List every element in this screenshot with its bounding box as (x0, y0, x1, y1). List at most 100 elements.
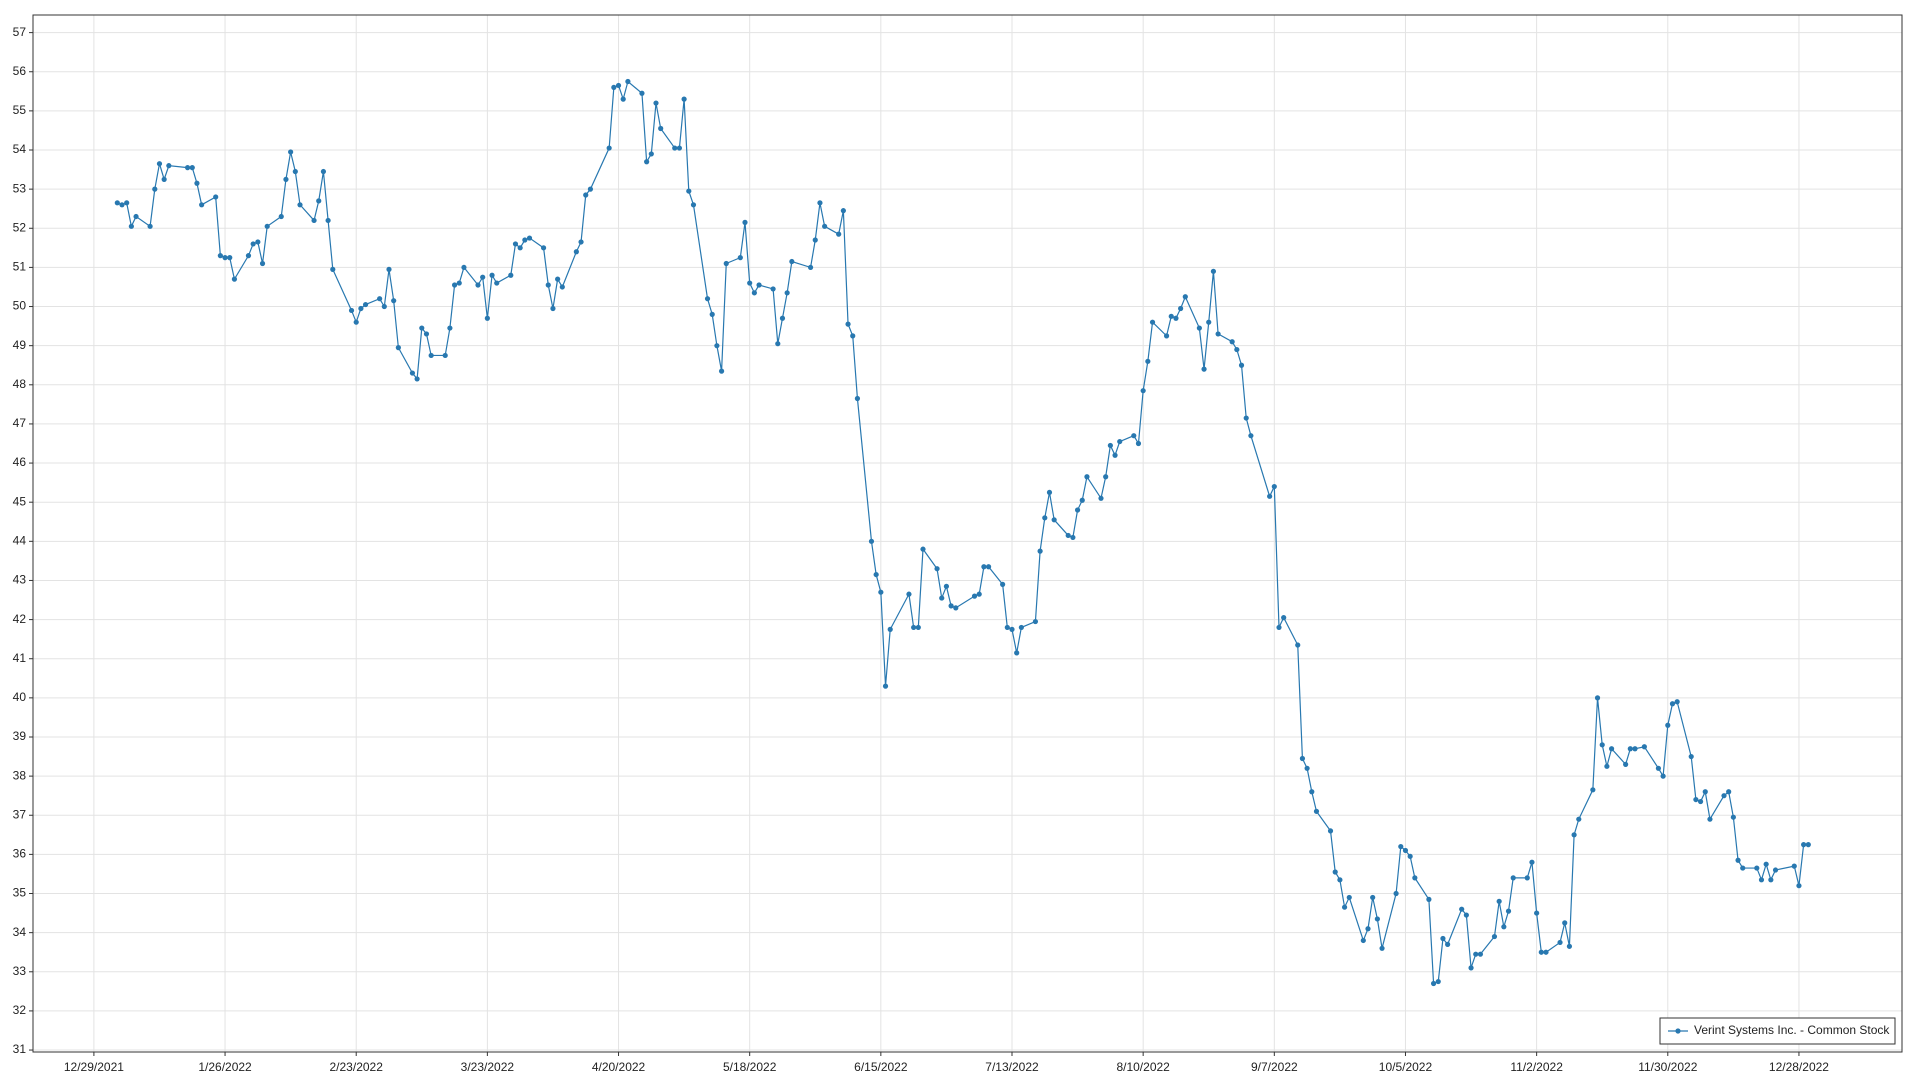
data-point (1463, 912, 1469, 918)
data-point (1726, 789, 1732, 795)
data-point (330, 266, 336, 272)
data-point (1267, 493, 1273, 499)
data-point (1037, 548, 1043, 554)
data-point (288, 149, 294, 155)
data-point (1758, 877, 1765, 883)
price-line (117, 80, 1809, 985)
data-point (1014, 650, 1020, 656)
data-point (1313, 808, 1320, 814)
data-point (1281, 615, 1287, 621)
data-point (189, 165, 195, 171)
y-tick-label: 34 (13, 925, 27, 939)
data-point (1065, 532, 1071, 539)
data-point (770, 286, 776, 292)
data-point (882, 683, 889, 689)
x-tick-label: 2/23/2022 (330, 1060, 384, 1074)
data-point (1018, 624, 1024, 631)
x-tick-label: 4/20/2022 (592, 1060, 646, 1074)
data-point (428, 352, 434, 359)
y-tick-label: 57 (13, 25, 27, 39)
data-point (775, 341, 781, 347)
data-point (1791, 863, 1797, 869)
data-point (615, 82, 622, 89)
data-point (1346, 894, 1352, 901)
data-point (419, 325, 425, 331)
data-point (976, 591, 982, 597)
data-point (751, 290, 757, 296)
data-point (822, 223, 828, 229)
data-point (1768, 877, 1774, 883)
data-point (245, 253, 252, 259)
data-point (1370, 894, 1376, 901)
data-point (1510, 875, 1516, 881)
data-point (953, 605, 959, 611)
data-point (1248, 433, 1254, 439)
data-point (391, 298, 397, 304)
data-point (278, 213, 284, 220)
data-point (1445, 941, 1451, 947)
data-point (1763, 861, 1769, 867)
data-point (1182, 294, 1188, 300)
data-point (320, 168, 327, 175)
data-point (817, 200, 823, 206)
data-point (227, 255, 233, 261)
data-point (1566, 943, 1573, 949)
y-tick-label: 50 (13, 299, 27, 313)
data-point (850, 333, 856, 339)
data-point (353, 319, 359, 325)
x-tick-label: 1/26/2022 (198, 1060, 252, 1074)
data-point (184, 165, 191, 171)
data-point (377, 296, 383, 302)
y-tick-label: 53 (13, 181, 27, 195)
data-point (1599, 742, 1605, 748)
data-point (1641, 744, 1647, 750)
data-point (1632, 746, 1638, 752)
y-tick-label: 44 (13, 533, 27, 547)
data-point (807, 264, 814, 271)
data-point (264, 223, 270, 229)
legend-box (1659, 1017, 1896, 1045)
y-tick-label: 55 (13, 103, 27, 117)
data-point (1534, 910, 1540, 916)
data-point (723, 260, 729, 267)
data-point (789, 258, 795, 265)
data-point (845, 321, 851, 327)
data-point (1496, 898, 1502, 904)
data-point (1051, 517, 1057, 523)
data-point (611, 84, 617, 90)
data-point (948, 603, 954, 609)
data-point (526, 235, 533, 241)
data-point (1730, 814, 1736, 820)
data-point (156, 161, 163, 167)
data-point (1131, 433, 1137, 439)
y-tick-label: 36 (13, 847, 27, 861)
x-tick-label: 7/13/2022 (985, 1060, 1039, 1074)
data-point (915, 624, 921, 631)
data-point (1070, 534, 1076, 541)
data-point (325, 217, 331, 224)
data-point (1627, 746, 1633, 752)
data-point (1234, 346, 1240, 353)
data-point (583, 192, 589, 198)
y-tick-label: 41 (13, 651, 27, 665)
data-point (475, 282, 481, 288)
y-tick-label: 54 (13, 142, 27, 156)
data-point (1271, 483, 1277, 490)
data-point (447, 325, 453, 331)
data-point (573, 249, 579, 255)
data-point (456, 280, 462, 286)
data-point (1009, 626, 1015, 632)
data-point (943, 583, 950, 589)
data-point (512, 241, 519, 247)
data-point (292, 168, 298, 175)
data-point (1660, 773, 1666, 779)
data-point (1196, 325, 1202, 331)
x-tick-label: 12/29/2021 (64, 1060, 124, 1074)
data-point (1304, 765, 1310, 771)
data-point (625, 78, 631, 85)
data-point (480, 274, 486, 280)
data-point (517, 245, 523, 251)
data-point (1707, 816, 1713, 822)
data-point (1557, 939, 1563, 946)
